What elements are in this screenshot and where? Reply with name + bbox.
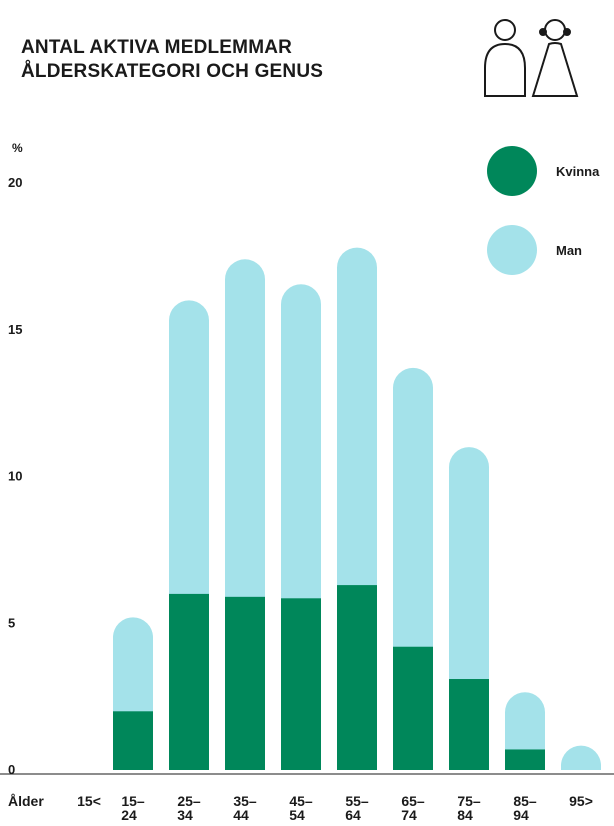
y-tick-label: 20: [8, 175, 22, 190]
y-tick-label: 0: [8, 762, 15, 777]
legend-label-kvinna: Kvinna: [556, 164, 600, 179]
bar-kvinna: [505, 749, 545, 770]
legend-label-man: Man: [556, 243, 582, 258]
y-tick-label: 5: [8, 615, 15, 630]
x-axis-title: Ålder: [8, 793, 44, 809]
x-tick-label: 24: [121, 807, 137, 823]
x-tick-label: 84: [457, 807, 473, 823]
title-line-2: ÅLDERSKATEGORI OCH GENUS: [21, 61, 324, 82]
bar-kvinna: [169, 593, 209, 770]
y-tick-label: 15: [8, 322, 22, 337]
x-tick-label: 25–: [177, 793, 201, 809]
bar-kvinna: [113, 711, 153, 770]
legend-swatch-kvinna: [487, 146, 537, 196]
bar-man: [561, 745, 601, 770]
x-tick-label: 35–: [233, 793, 257, 809]
x-tick-label: 15<: [77, 793, 101, 809]
title-line-1: ANTAL AKTIVA MEDLEMMAR: [21, 37, 293, 58]
x-tick-label: 54: [289, 807, 305, 823]
x-tick-label: 55–: [345, 793, 369, 809]
x-tick-label: 65–: [401, 793, 425, 809]
x-tick-label: 15–: [121, 793, 145, 809]
chart-title: ANTAL AKTIVA MEDLEMMAR ÅLDERSKATEGORI OC…: [21, 36, 323, 84]
bar-kvinna: [225, 596, 265, 770]
x-tick-label: 34: [177, 807, 193, 823]
x-tick-label: 94: [513, 807, 529, 823]
x-tick-label: 74: [401, 807, 417, 823]
bar-kvinna: [281, 598, 321, 770]
y-axis-unit: %: [12, 141, 23, 155]
y-tick-label: 10: [8, 469, 22, 484]
x-tick-label: 44: [233, 807, 249, 823]
people-icon: [484, 19, 579, 97]
x-tick-label: 45–: [289, 793, 313, 809]
legend-swatch-man: [487, 225, 537, 275]
x-tick-label: 64: [345, 807, 361, 823]
x-tick-label: 75–: [457, 793, 481, 809]
bar-kvinna: [449, 679, 489, 770]
x-tick-label: 85–: [513, 793, 537, 809]
x-tick-label: 95>: [569, 793, 593, 809]
bar-kvinna: [393, 646, 433, 770]
bar-kvinna: [337, 585, 377, 770]
